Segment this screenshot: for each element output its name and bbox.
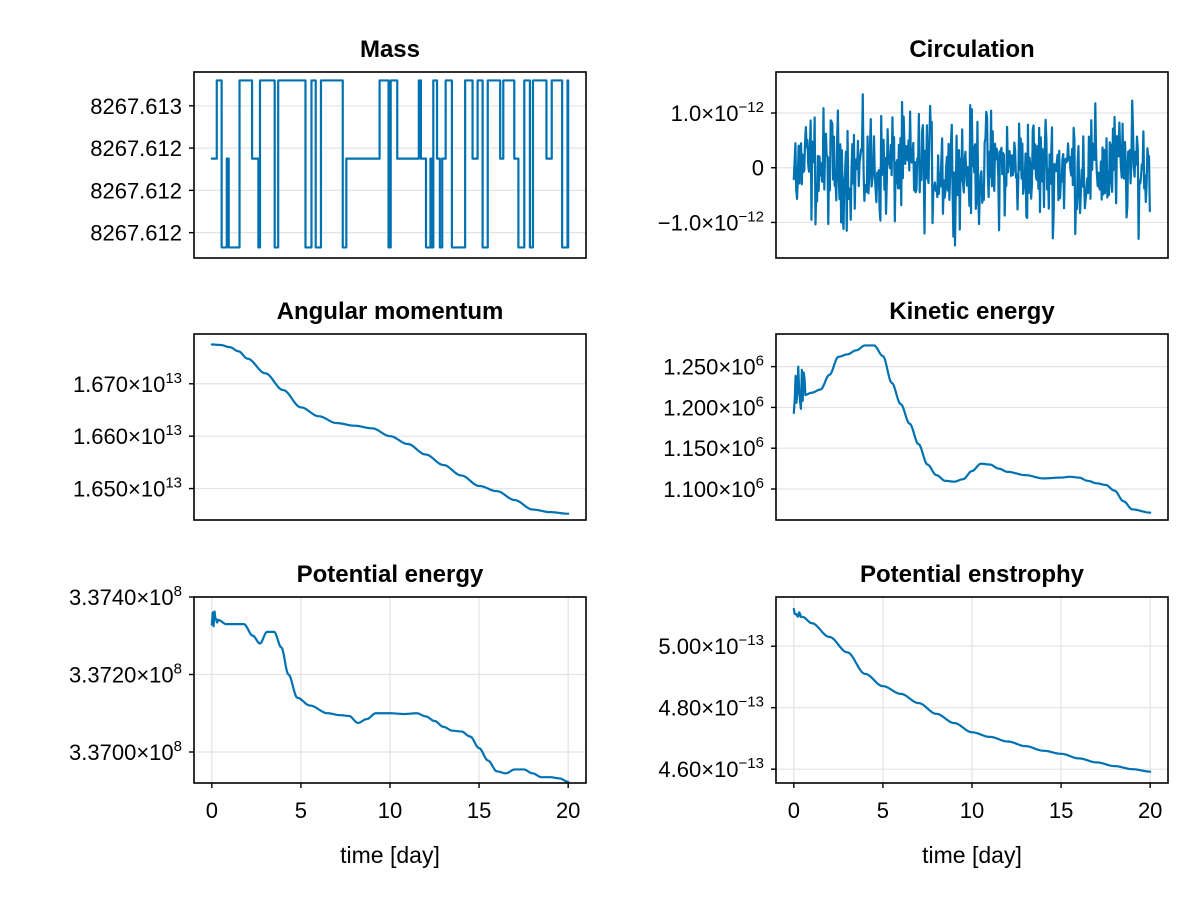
potential-ytick-label-1: 3.3720×108 — [69, 661, 182, 688]
mass-ytick-label-1: 8267.612 — [90, 136, 182, 161]
potential-title: Potential energy — [297, 561, 484, 588]
angular-title: Angular momentum — [277, 298, 504, 325]
circulation-ytick-label-1: 0 — [752, 156, 764, 181]
kinetic-series-line — [792, 344, 1152, 514]
kinetic-title: Kinetic energy — [889, 298, 1055, 325]
enstrophy-ytick-label-0: 5.00×10−13 — [658, 632, 764, 659]
potential-xtick-label-3: 15 — [467, 798, 491, 823]
enstrophy-xtick-label-3: 15 — [1049, 798, 1073, 823]
angular-series-line — [210, 343, 570, 515]
mass-ytick-label-3: 8267.612 — [90, 221, 182, 246]
enstrophy-ytick-label-2: 4.60×10−13 — [658, 755, 764, 782]
enstrophy-ytick-label-1: 4.80×10−13 — [658, 694, 764, 721]
kinetic-ytick-label-2: 1.150×106 — [663, 434, 764, 461]
kinetic-axes-frame — [775, 333, 1169, 521]
enstrophy-xtick-label-0: 0 — [788, 798, 800, 823]
mass-axes-frame — [193, 71, 587, 259]
potential-ytick-label-0: 3.3740×108 — [69, 583, 182, 610]
mass-ytick-label-0: 8267.613 — [90, 94, 182, 119]
enstrophy-xtick-label-2: 10 — [960, 798, 984, 823]
enstrophy-series-line — [792, 607, 1152, 773]
circulation-axes-frame — [775, 71, 1169, 259]
circulation-series-line — [792, 93, 1151, 247]
panel-kinetic: Kinetic energy 1.250×106 1.200×106 1.150×10… — [663, 298, 1169, 521]
panel-angular: Angular momentum 1.670×1013 1.660×1013 1.65… — [73, 298, 587, 521]
circulation-title: Circulation — [909, 36, 1034, 63]
kinetic-ytick-label-0: 1.250×106 — [663, 353, 764, 380]
mass-ytick-label-2: 8267.612 — [90, 178, 182, 203]
enstrophy-title: Potential enstrophy — [860, 561, 1085, 588]
panel-potential: Potential energy 3.3740×108 3.3720×108 3.37… — [69, 561, 587, 868]
mass-title: Mass — [360, 36, 420, 63]
circulation-ytick-label-0: 1.0×10−12 — [671, 99, 764, 126]
potential-xtick-label-1: 5 — [295, 798, 307, 823]
potential-series-line — [210, 610, 570, 783]
enstrophy-xlabel: time [day] — [922, 842, 1022, 868]
panel-circulation: Circulation 1.0×10−12 0 −1.0×10−12 — [658, 36, 1169, 259]
panel-mass: Mass 8267.613 8267.612 8267.612 8267.612 — [90, 36, 587, 259]
enstrophy-xtick-label-1: 5 — [877, 798, 889, 823]
potential-xlabel: time [day] — [340, 842, 440, 868]
potential-xtick-label-2: 10 — [378, 798, 402, 823]
angular-ytick-label-2: 1.650×1013 — [73, 475, 182, 502]
angular-ytick-label-0: 1.670×1013 — [73, 370, 182, 397]
kinetic-ytick-label-1: 1.200×106 — [663, 393, 764, 420]
mass-series-line — [210, 79, 570, 249]
potential-xtick-label-0: 0 — [206, 798, 218, 823]
kinetic-ytick-label-3: 1.100×106 — [663, 475, 764, 502]
potential-ytick-label-2: 3.3700×108 — [69, 738, 182, 765]
circulation-ytick-label-2: −1.0×10−12 — [658, 208, 764, 235]
potential-xtick-label-4: 20 — [556, 798, 580, 823]
angular-axes-frame — [193, 333, 587, 521]
enstrophy-xtick-label-4: 20 — [1138, 798, 1162, 823]
angular-ytick-label-1: 1.660×1013 — [73, 422, 182, 449]
panel-enstrophy: Potential enstrophy 5.00×10−13 4.80×10−13 4… — [658, 561, 1169, 868]
